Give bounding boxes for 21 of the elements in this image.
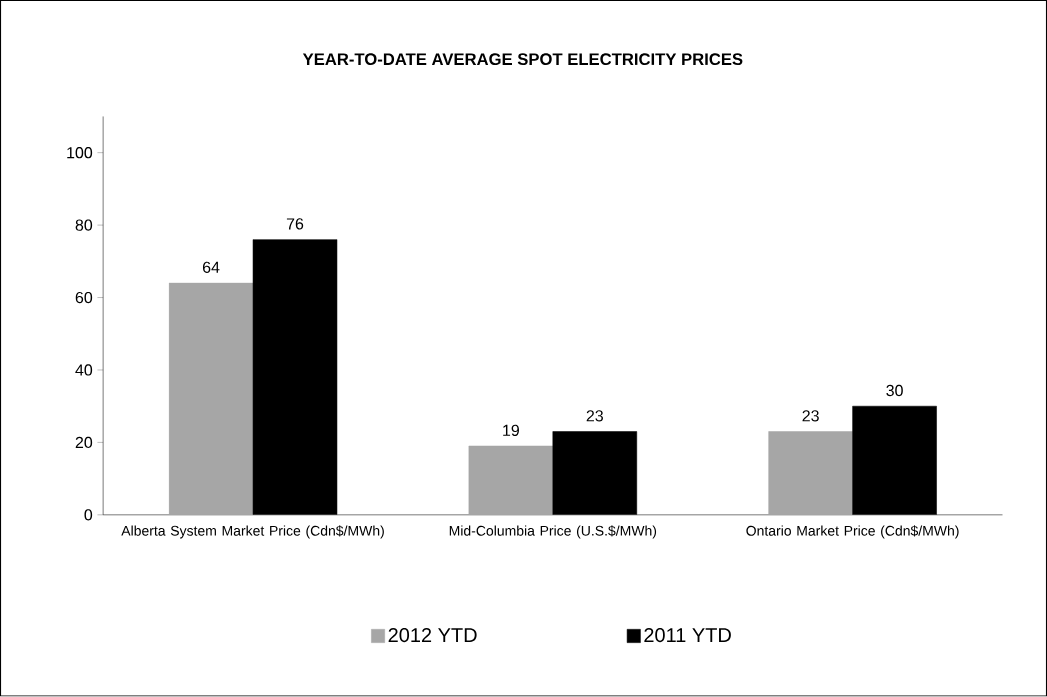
data-label: 30: [886, 385, 903, 397]
data-label: 64: [202, 261, 220, 274]
data-label: 23: [586, 410, 603, 422]
chart-title: YEAR-TO-DATE AVERAGE SPOT ELECTRICITY PRICES: [302, 53, 743, 66]
x-tick-label: Alberta System Market Price (Cdn$/MWh): [121, 525, 384, 539]
legend-label: 2011 YTD: [644, 628, 731, 643]
y-tick-label: 100: [67, 147, 93, 159]
bar: [768, 431, 853, 516]
bar: [168, 282, 254, 516]
y-tick-label: 0: [84, 509, 93, 521]
y-tick-label: 80: [75, 219, 93, 231]
y-tick-label: 20: [75, 436, 93, 449]
data-label: 23: [802, 410, 819, 422]
bar: [468, 445, 554, 516]
x-tick-label: Mid-Columbia Price (U.S.$/MWh): [449, 525, 657, 539]
legend-label: 2012 YTD: [388, 628, 477, 643]
x-tick-label: Ontario Market Price (Cdn$/MWh): [746, 525, 959, 539]
data-label: 76: [286, 218, 304, 230]
y-tick-label: 60: [75, 292, 93, 304]
data-label: 19: [503, 424, 519, 437]
y-tick-label: 40: [75, 364, 93, 376]
